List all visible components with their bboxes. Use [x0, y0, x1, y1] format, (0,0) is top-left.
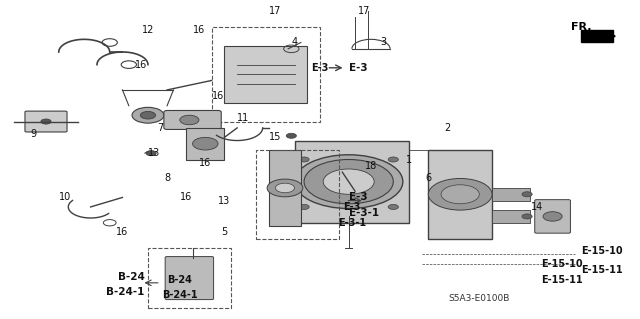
- Text: 16: 16: [180, 192, 192, 203]
- Text: 16: 16: [116, 227, 129, 237]
- Text: 5: 5: [221, 227, 228, 237]
- Circle shape: [299, 204, 309, 210]
- Text: 18: 18: [365, 161, 377, 171]
- Text: FR.: FR.: [571, 22, 591, 32]
- Circle shape: [267, 179, 303, 197]
- Text: 1: 1: [406, 154, 412, 165]
- Text: 4: 4: [291, 38, 298, 48]
- Circle shape: [180, 115, 199, 125]
- Text: E-15-10: E-15-10: [581, 246, 623, 256]
- FancyBboxPatch shape: [535, 200, 570, 233]
- Circle shape: [146, 151, 156, 156]
- Text: B-24-1: B-24-1: [106, 287, 145, 297]
- Text: 2: 2: [444, 123, 451, 133]
- Text: E-15-11: E-15-11: [541, 275, 583, 285]
- Text: E-3: E-3: [349, 192, 367, 203]
- Text: 9: 9: [30, 129, 36, 139]
- Circle shape: [543, 212, 562, 221]
- Bar: [225, 46, 307, 103]
- Circle shape: [299, 157, 309, 162]
- Text: 16: 16: [193, 25, 205, 35]
- Circle shape: [294, 155, 403, 209]
- Text: 13: 13: [148, 148, 161, 158]
- Text: B-24: B-24: [168, 275, 192, 285]
- Circle shape: [522, 214, 532, 219]
- Bar: [492, 188, 531, 201]
- FancyBboxPatch shape: [269, 150, 301, 226]
- Text: E-3: E-3: [349, 63, 367, 73]
- Text: 15: 15: [269, 132, 282, 142]
- Text: 3: 3: [381, 38, 387, 48]
- Circle shape: [388, 204, 398, 210]
- Bar: [186, 128, 225, 160]
- Text: 16: 16: [212, 91, 224, 101]
- Text: B-24: B-24: [118, 271, 145, 281]
- Text: S5A3-E0100B: S5A3-E0100B: [449, 294, 510, 303]
- Circle shape: [275, 183, 294, 193]
- Circle shape: [428, 178, 492, 210]
- Circle shape: [323, 169, 374, 194]
- Text: 13: 13: [218, 196, 230, 206]
- Text: E-15-11: E-15-11: [581, 265, 623, 275]
- Circle shape: [286, 133, 296, 138]
- Circle shape: [522, 192, 532, 197]
- Text: 6: 6: [425, 174, 431, 183]
- Circle shape: [388, 157, 398, 162]
- FancyBboxPatch shape: [165, 256, 214, 300]
- Text: E-15-10: E-15-10: [541, 259, 583, 269]
- Circle shape: [193, 137, 218, 150]
- Text: 17: 17: [269, 6, 282, 16]
- Text: E-3: E-3: [311, 63, 329, 73]
- Text: 8: 8: [164, 174, 170, 183]
- Text: E-3-1: E-3-1: [349, 208, 379, 218]
- Text: 12: 12: [142, 25, 154, 35]
- Text: 10: 10: [59, 192, 71, 203]
- Polygon shape: [581, 30, 613, 42]
- Text: 11: 11: [237, 113, 250, 123]
- FancyBboxPatch shape: [164, 110, 221, 130]
- Text: E-3-1: E-3-1: [338, 218, 366, 228]
- Text: 14: 14: [531, 202, 543, 212]
- Circle shape: [441, 185, 479, 204]
- Bar: [492, 210, 531, 223]
- Text: 16: 16: [136, 60, 148, 70]
- Text: 16: 16: [199, 158, 211, 168]
- Circle shape: [41, 119, 51, 124]
- Text: B-24-1: B-24-1: [162, 291, 198, 300]
- FancyBboxPatch shape: [294, 141, 409, 223]
- Text: 17: 17: [358, 6, 371, 16]
- Text: 7: 7: [157, 123, 164, 133]
- FancyBboxPatch shape: [428, 150, 492, 239]
- Text: E-3: E-3: [343, 202, 360, 212]
- Circle shape: [132, 107, 164, 123]
- Circle shape: [304, 160, 394, 204]
- Circle shape: [140, 111, 156, 119]
- FancyBboxPatch shape: [25, 111, 67, 132]
